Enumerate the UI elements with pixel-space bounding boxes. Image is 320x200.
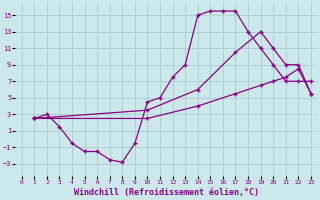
X-axis label: Windchill (Refroidissement éolien,°C): Windchill (Refroidissement éolien,°C) (74, 188, 259, 197)
